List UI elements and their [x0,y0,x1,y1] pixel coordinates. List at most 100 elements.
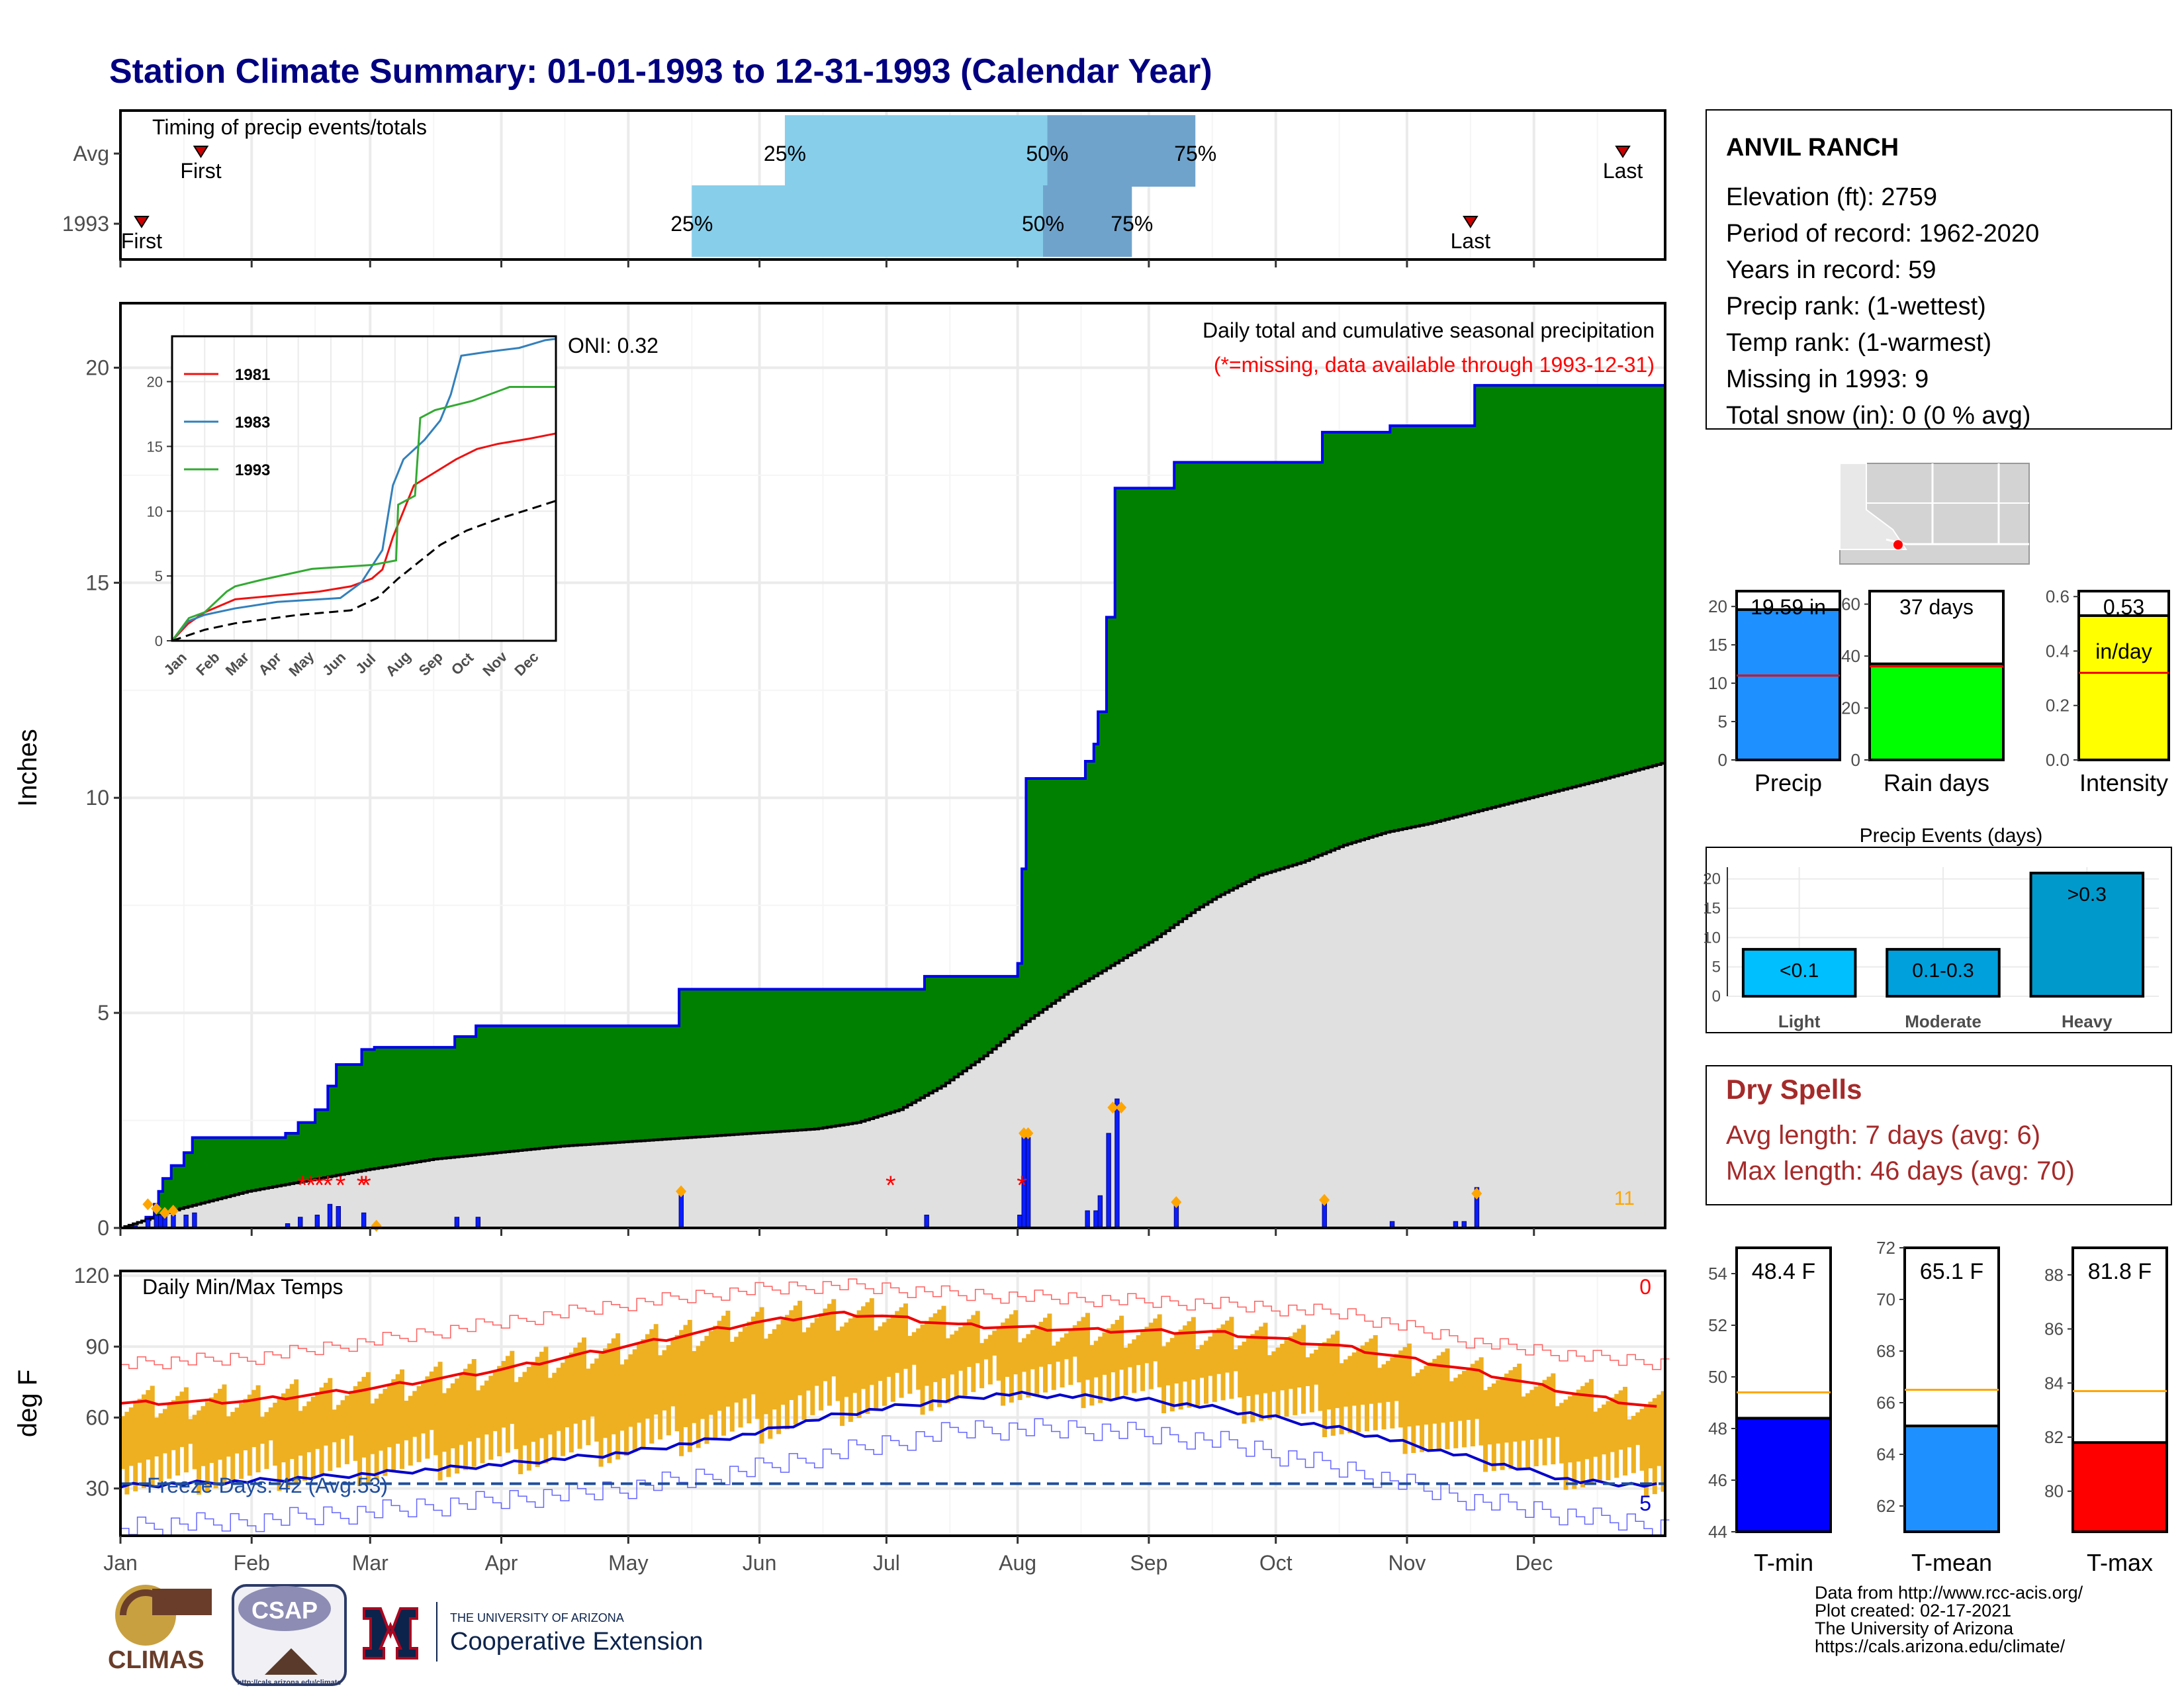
precip-y-tick-label: 0 [97,1216,109,1240]
precip-events-title: Precip Events (days) [1860,825,2043,847]
daily-temp-bar [344,1395,349,1464]
month-tick-label: Apr [485,1551,518,1575]
temp-y-tick-label: 30 [85,1477,109,1501]
daily-temp-bar [1627,1419,1632,1448]
timing-bar-50-75 [1043,185,1132,257]
daily-temp-bar [1373,1335,1378,1430]
events-bar-label: <0.1 [1780,960,1819,982]
heavy-event-marker [1023,1127,1034,1140]
mini-y-tick-label: 64 [1876,1444,1895,1464]
daily-temp-bar [349,1391,354,1436]
daily-temp-bar [1343,1359,1349,1407]
daily-temp-bar [243,1399,248,1450]
daily-temp-bar [920,1325,925,1415]
daily-temp-bar [683,1325,688,1427]
heavy-event-marker [142,1198,154,1211]
daily-temp-bar [1508,1370,1514,1470]
daily-temp-bar [1385,1360,1390,1402]
daily-temp-bar [1102,1332,1107,1375]
precip-frame [119,302,1666,1229]
dry-spells-max: Max length: 46 days (avg: 70) [1726,1156,2075,1186]
mini-y-tick-label: 80 [2044,1481,2064,1501]
daily-temp-bar [1077,1321,1082,1383]
daily-temp-bar [1398,1350,1404,1428]
daily-temp-bar [658,1355,663,1440]
daily-temp-bar [840,1326,845,1427]
events-y-tick-label: 0 [1712,988,1721,1006]
daily-temp-bar [1555,1406,1560,1437]
daily-temp-bar [1047,1313,1052,1364]
daily-temp-bar [653,1324,659,1415]
daily-temp-bar [1491,1383,1496,1472]
daily-temp-bar [539,1352,545,1438]
daily-temp-bar [319,1387,324,1475]
daily-temp-bar [1229,1317,1234,1399]
daily-temp-bar [975,1311,980,1364]
daily-precip-bar [1085,1210,1090,1229]
oni-label: ONI: 0.32 [568,334,659,357]
temp-y-tick-label: 60 [85,1405,109,1429]
daily-temp-bar [1339,1363,1344,1434]
daily-temp-bar [1623,1387,1628,1476]
mini-y-tick-label: 20 [1841,698,1860,718]
daily-temp-bar [514,1382,519,1450]
daily-temp-bar [1246,1338,1251,1396]
precip-y-axis: 0 5 10 15 20 [85,355,120,1240]
daily-temp-bar [429,1371,434,1430]
daily-temp-bar [738,1331,743,1428]
page-title: Station Climate Summary: 01-01-1993 to 1… [109,52,1212,91]
climas-logo: CLIMAS [108,1585,212,1674]
events-bar [1886,948,2001,998]
daily-temp-bar [1111,1324,1116,1373]
month-axis: Jan Feb Mar Apr May Jun Jul Aug Sep Oct Nov Dec [103,259,1553,1575]
daily-temp-bar [1140,1331,1146,1391]
events-bar [2029,871,2145,998]
daily-temp-bar [501,1360,506,1428]
daily-temp-bar [776,1324,782,1434]
daily-temp-bar [1406,1343,1412,1427]
mini-y-tick-label: 50 [1708,1367,1727,1387]
daily-temp-bar [1056,1341,1061,1362]
daily-temp-bar [374,1398,379,1479]
timing-title: Timing of precip events/totals [152,115,427,139]
daily-temp-bar [535,1356,540,1468]
temp-y-tick-label: 90 [85,1335,109,1358]
daily-temp-bar [1161,1346,1167,1413]
heavy-event-marker [1471,1188,1482,1200]
daily-temp-bar [1022,1338,1027,1372]
daily-temp-bar [332,1409,337,1442]
mini-y-tick-label: 54 [1708,1264,1727,1284]
mini-value-label: 19.59 in [1751,595,1826,619]
daily-temp-bar [713,1325,718,1440]
csap-url: http://cals.arizona.edu/climate [237,1679,341,1687]
precip-y-tick-label: 10 [85,786,109,810]
daily-temp-bar [805,1327,811,1391]
daily-temp-bar [907,1336,913,1394]
daily-temp-bar [565,1357,570,1428]
inset-x-tick-label: Mar [222,649,253,679]
timing-p50-label: 50% [1026,142,1068,165]
daily-temp-bar [810,1323,815,1415]
daily-temp-bar [687,1319,692,1452]
daily-temp-bar [1085,1313,1090,1380]
daily-temp-bar [1351,1352,1357,1406]
daily-temp-bar [391,1379,396,1473]
inset-y-tick-label: 0 [155,633,163,649]
daily-precip-bar [327,1203,333,1229]
daily-precip-bar [1097,1195,1103,1229]
daily-temp-bar [480,1385,485,1464]
daily-temp-bar [1187,1321,1192,1408]
inset-legend: 1981 1983 1993 [184,366,270,479]
daily-temp-bar [1030,1330,1035,1370]
daily-temp-bar [441,1393,447,1452]
daily-temp-bar [577,1342,582,1449]
daily-temp-bar [1060,1337,1065,1387]
daily-temp-bar [1360,1345,1365,1405]
daily-temp-bar [1326,1338,1332,1410]
daily-temp-bar [865,1302,870,1414]
daily-temp-bar [218,1388,223,1460]
daily-temp-bar [133,1403,138,1491]
footer-line: https://cals.arizona.edu/climate/ [1815,1636,2066,1656]
